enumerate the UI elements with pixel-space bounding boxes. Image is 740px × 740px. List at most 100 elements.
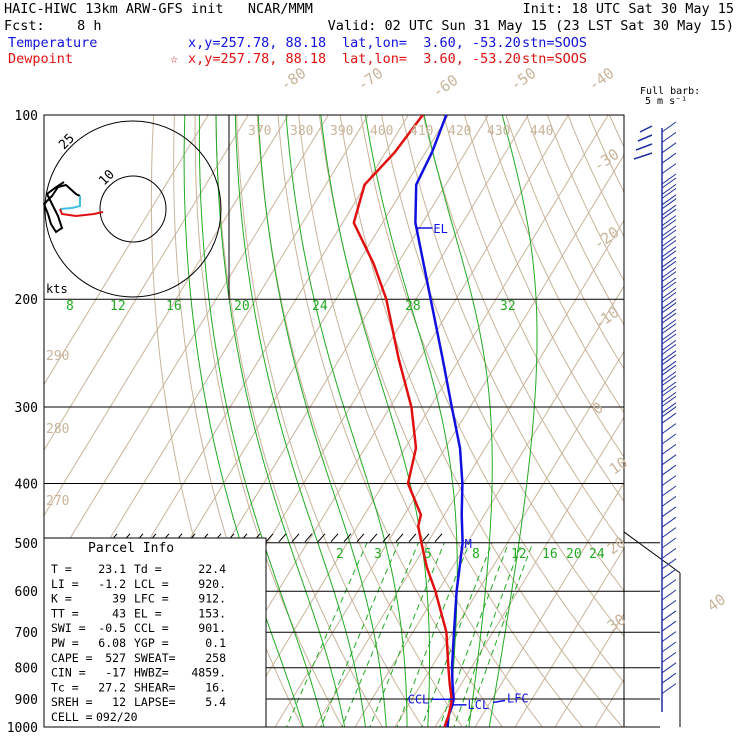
theta-e-label: 12 — [110, 299, 126, 314]
wind-barb — [661, 610, 677, 622]
wind-barb — [661, 142, 677, 154]
theta-e-label: 24 — [312, 299, 328, 314]
parcel-label: CIN = — [51, 666, 86, 680]
isotherm-line — [354, 285, 624, 727]
theta-e-label: 32 — [500, 299, 516, 314]
wind-barb — [661, 381, 677, 393]
dewpoint-point — [420, 542, 423, 544]
temperature-point — [453, 631, 455, 633]
legend-temperature-latlon: lat,lon= 3.60, -53.20 — [342, 35, 521, 51]
pressure-tick-label: 900 — [15, 693, 38, 708]
legend-temperature-xy: x,y=257.78, 88.18 — [188, 35, 327, 51]
parcel-label: Tc = — [51, 680, 79, 694]
parcel-label: HWBZ= — [134, 666, 169, 680]
parcel-label: YGP = — [134, 636, 169, 650]
isotherm-label: 40 — [704, 590, 729, 615]
wind-barb — [661, 323, 677, 335]
sounding-traces — [352, 115, 464, 727]
theta-e-label: 20 — [234, 299, 250, 314]
dewpoint-point — [434, 590, 437, 592]
wind-barb-upper — [637, 134, 653, 142]
wind-barb — [661, 527, 677, 539]
header-valid-time: Valid: 02 UTC Sun 31 May 15 (23 LST Sat … — [327, 18, 734, 34]
parcel-value: -17 — [105, 666, 126, 680]
dewpoint-point — [372, 262, 375, 265]
theta-e-label: 8 — [66, 299, 74, 314]
lfc-marker-label: LFC — [507, 692, 529, 706]
temperature-point — [461, 482, 464, 485]
parcel-value: 912. — [198, 592, 226, 606]
hodograph-trace-mid — [59, 196, 81, 210]
dewpoint-point — [410, 406, 413, 408]
wind-barb — [661, 302, 677, 314]
dewpoint-point — [445, 720, 448, 723]
lfc-marker-line — [492, 699, 506, 704]
dry-adiabat-line — [277, 115, 504, 727]
mixing-ratio-label: 5 — [424, 547, 432, 562]
temperature-point — [429, 298, 432, 301]
wind-barb — [661, 683, 677, 695]
temperature-point — [414, 222, 417, 224]
dewpoint-point — [450, 704, 452, 706]
wind-barb — [661, 589, 677, 601]
mixing-ratio-label: 8 — [472, 547, 480, 562]
dewpoint-point — [407, 482, 409, 485]
hodograph-units: kts — [46, 282, 68, 296]
wind-barb — [661, 239, 677, 251]
wind-barb — [661, 385, 677, 397]
isotherm-line — [434, 416, 624, 727]
dry-adiabat-line — [651, 115, 740, 740]
wind-barb — [661, 672, 677, 684]
wind-barb — [661, 631, 677, 643]
parcel-value: 16. — [205, 680, 226, 694]
parcel-value: -0.5 — [98, 621, 126, 635]
parcel-label: PW = — [51, 636, 79, 650]
hatch-mark — [421, 533, 430, 543]
mixing-ratio-line — [465, 542, 534, 727]
wind-barb — [661, 641, 677, 653]
mixing-ratio-label: 16 — [542, 547, 558, 562]
wind-barb — [661, 364, 677, 376]
wind-barb — [661, 215, 677, 227]
wind-barb — [661, 121, 677, 133]
temperature-point — [451, 406, 453, 408]
wind-barb — [661, 333, 677, 345]
parcel-label: LFC = — [134, 592, 169, 606]
wind-barb — [661, 287, 677, 299]
temperature-point — [446, 726, 449, 727]
wind-barb — [661, 271, 677, 283]
parcel-label: SWI = — [51, 621, 86, 635]
pressure-tick-label: 700 — [15, 626, 38, 641]
pressure-tick-label: 600 — [15, 585, 38, 600]
dry-adiabat-line — [256, 115, 464, 727]
parcel-label: LI = — [51, 577, 79, 591]
wind-barb — [661, 173, 677, 185]
parcel-label: CAPE = — [51, 651, 93, 665]
wind-barb — [661, 433, 677, 445]
header-line1-left: HAIC-HIWC 13km ARW-GFS init NCAR/MMM — [4, 1, 313, 17]
parcel-label: LAPSE= — [134, 695, 176, 709]
parcel-value: 527 — [105, 651, 126, 665]
parcel-label: TT = — [51, 606, 79, 620]
parcel-label: CCL = — [134, 621, 169, 635]
isotherm-label: -40 — [585, 64, 618, 94]
isotherm-label: -80 — [277, 64, 310, 94]
mixing-ratio-line — [396, 542, 470, 727]
barb-legend-title: Full barb: — [640, 86, 700, 97]
moist-adiabat-line — [423, 115, 493, 727]
isotherm-line — [594, 678, 624, 727]
moist-adiabat-line — [215, 115, 346, 727]
dry-adiabat-line — [505, 115, 624, 370]
theta-label: 370 — [248, 124, 271, 139]
temperature-point — [431, 151, 433, 153]
parcel-value: 258 — [205, 651, 226, 665]
wind-barb — [661, 131, 677, 143]
header-init-time: Init: 18 UTC Sat 30 May 15 — [522, 1, 734, 17]
wind-barb — [661, 277, 677, 289]
hodograph-trace-upper — [42, 181, 81, 234]
theta-label: 410 — [410, 124, 433, 139]
parcel-value: 39 — [112, 592, 126, 606]
lcl-marker-label: LCL — [468, 698, 490, 712]
hatch-mark — [304, 533, 313, 543]
wind-barb — [661, 267, 677, 279]
